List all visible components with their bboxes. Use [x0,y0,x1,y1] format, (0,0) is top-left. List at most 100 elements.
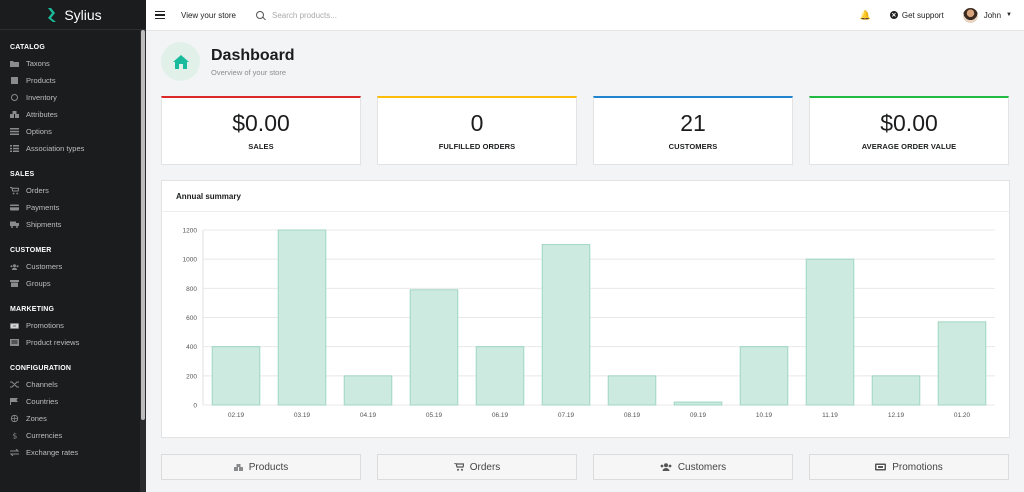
cart-icon [10,186,19,194]
sidebar-item-products[interactable]: Products [0,72,146,89]
sidebar-item-exchange-rates[interactable]: Exchange rates [0,444,146,461]
search-box[interactable]: Search products... [256,11,337,20]
sidebar-item-options[interactable]: Options [0,123,146,140]
search-icon [256,11,264,19]
sidebar-item-label: Inventory [26,93,57,102]
sidebar-item-inventory[interactable]: Inventory [0,89,146,106]
sidebar-section-title: Catalog [10,44,45,51]
y-tick-label: 1200 [183,228,198,235]
globe-icon [10,415,19,422]
user-name: John [983,10,1002,20]
sidebar-item-label: Attributes [26,110,58,119]
bar [211,346,261,406]
annual-summary-title: Annual summary [162,181,1009,212]
sidebar-item-orders[interactable]: Orders [0,182,146,199]
sidebar-item-label: Product reviews [26,338,80,347]
sidebar-item-product-reviews[interactable]: Product reviews [0,334,146,351]
sidebar-section-title: Configuration [10,365,72,372]
sidebar-item-label: Exchange rates [26,448,79,457]
x-tick-label: 07.19 [558,412,575,419]
stat-value: $0.00 [232,109,290,136]
x-tick-label: 05.19 [426,412,443,419]
cubes-icon [10,111,19,118]
brand[interactable]: Sylius [0,0,146,30]
sidebar-item-countries[interactable]: Countries [0,393,146,410]
sidebar-item-label: Channels [26,380,58,389]
stat-value: 21 [680,109,706,136]
button-label: Customers [677,461,727,473]
stat-card: 0 FULFILLED ORDERS [377,96,577,165]
cube-icon [10,77,19,84]
y-tick-label: 600 [186,315,197,322]
bar [739,346,789,406]
x-tick-label: 09.19 [690,412,707,419]
bar [409,289,459,406]
sidebar-item-label: Association types [26,144,85,153]
sidebar-item-label: Promotions [26,321,64,330]
sidebar-item-label: Groups [26,279,51,288]
stats-row: $0.00 SALES 0 FULFILLED ORDERS 21 CUSTOMERS $0… [161,96,1012,165]
bar [805,258,855,406]
quick-links: Products Orders Customers Promotions [161,454,1012,480]
truck-icon [10,221,19,228]
get-support-link[interactable]: ✕ Get support [889,11,944,20]
shuffle-icon [10,381,19,388]
sidebar-item-payments[interactable]: Payments [0,199,146,216]
sidebar-item-label: Customers [26,262,63,271]
bar [541,244,591,406]
y-tick-label: 200 [186,373,197,380]
x-tick-label: 02.19 [228,412,245,419]
bar [277,229,327,406]
brand-name: Sylius [64,6,102,23]
bar-chart: 0 200 400 600 800 1000 1200 02.19 03.19 04.19 05.1… [183,228,995,419]
payment-icon [10,204,19,211]
orders-button[interactable]: Orders [377,454,577,480]
sidebar-item-association-types[interactable]: Association types [0,140,146,157]
stat-label: SALES [248,141,274,151]
bar [937,321,987,406]
sidebar-item-groups[interactable]: Groups [0,275,146,292]
archive-icon [10,280,19,287]
bell-icon[interactable]: 🔔 [859,9,871,20]
sidebar-item-shipments[interactable]: Shipments [0,216,146,233]
avatar [962,7,978,23]
bar [871,375,921,406]
cart-icon [453,463,464,471]
menu-toggle-icon[interactable] [155,10,165,20]
customers-button[interactable]: Customers [593,454,793,480]
users-icon [660,463,672,471]
sidebar-item-label: Countries [26,397,59,406]
sidebar-item-channels[interactable]: Channels [0,376,146,393]
sidebar-scrollbar[interactable] [140,30,146,492]
sidebar-item-taxons[interactable]: Taxons [0,55,146,72]
page-subtitle: Overview of your store [211,67,287,77]
sidebar: Sylius Catalog Taxons Products Inventory Att… [0,0,146,492]
exchange-icon [10,449,19,456]
folder-icon [10,60,19,67]
x-tick-label: 01.20 [954,412,971,419]
button-label: Promotions [892,461,943,473]
sidebar-item-promotions[interactable]: Promotions [0,317,146,334]
promotions-button[interactable]: Promotions [809,454,1009,480]
products-button[interactable]: Products [161,454,361,480]
stat-label: AVERAGE ORDER VALUE [861,141,957,151]
annual-summary-chart: 0 200 400 600 800 1000 1200 02.19 03.19 04.19 05.1… [162,212,1009,437]
sidebar-item-currencies[interactable]: $ Currencies [0,427,146,444]
user-menu[interactable]: John ▼ [962,7,1012,23]
annual-summary-panel: Annual summary 0 200 400 600 800 1000 1200 02.1… [161,180,1010,438]
sidebar-item-attributes[interactable]: Attributes [0,106,146,123]
sidebar-section-title: Marketing [10,306,55,313]
search-input[interactable]: Search products... [272,10,337,20]
sidebar-item-zones[interactable]: Zones [0,410,146,427]
view-store-link[interactable]: View your store [181,10,236,20]
svg-text:$: $ [13,432,18,439]
sidebar-item-customers[interactable]: Customers [0,258,146,275]
topbar: View your store Search products... 🔔 ✕ G… [146,0,1024,31]
x-tick-label: 08.19 [624,412,641,419]
y-tick-label: 0 [193,403,197,410]
stat-card: $0.00 AVERAGE ORDER VALUE [809,96,1009,165]
sidebar-section-title: Customer [10,247,52,254]
stat-value: $0.00 [880,109,938,136]
sidebar-section: Marketing Promotions Product reviews [0,302,146,351]
button-label: Products [248,461,289,473]
